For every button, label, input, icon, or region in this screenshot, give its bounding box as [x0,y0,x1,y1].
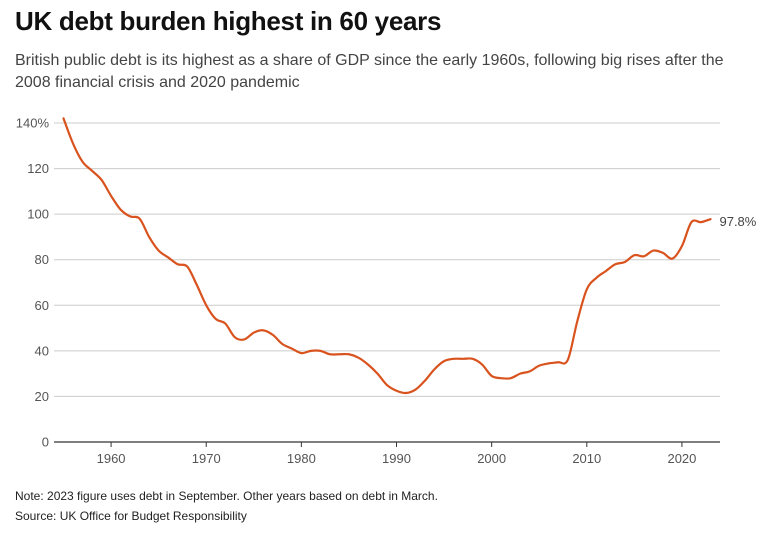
footnote: Note: 2023 figure uses debt in September… [15,489,438,503]
x-tick-label-2010: 2010 [572,451,601,466]
chart-title: UK debt burden highest in 60 years [15,6,442,36]
x-tick-label-1990: 1990 [382,451,411,466]
y-tick-label-40: 40 [35,343,49,358]
y-tick-label-20: 20 [35,389,49,404]
y-tick-label-140: 140% [16,116,50,131]
y-tick-label-60: 60 [35,298,49,313]
debt-series-line [62,117,712,395]
source-credit: Source: UK Office for Budget Responsibil… [15,509,247,523]
chart-subtitle: British public debt is its highest as a … [15,52,724,91]
debt-line-chart: 0 20 40 60 80 100 120 140% 1960 1970 1980 1990 2000… [16,116,757,467]
end-value-label: 97.8% [719,214,756,229]
x-tick-label-2020: 2020 [667,451,696,466]
y-tick-label-120: 120 [27,161,49,176]
y-axis-tick-labels: 0 20 40 60 80 100 120 140% [16,116,50,450]
y-tick-label-80: 80 [35,252,49,267]
y-tick-label-100: 100 [27,207,49,222]
x-tick-label-1960: 1960 [97,451,126,466]
x-tick-label-1970: 1970 [192,451,221,466]
x-tick-label-2000: 2000 [477,451,506,466]
x-axis-ticks: 1960 1970 1980 1990 2000 2010 2020 [97,442,696,466]
x-tick-label-1980: 1980 [287,451,316,466]
gridlines [54,122,720,397]
y-tick-label-0: 0 [42,435,49,450]
